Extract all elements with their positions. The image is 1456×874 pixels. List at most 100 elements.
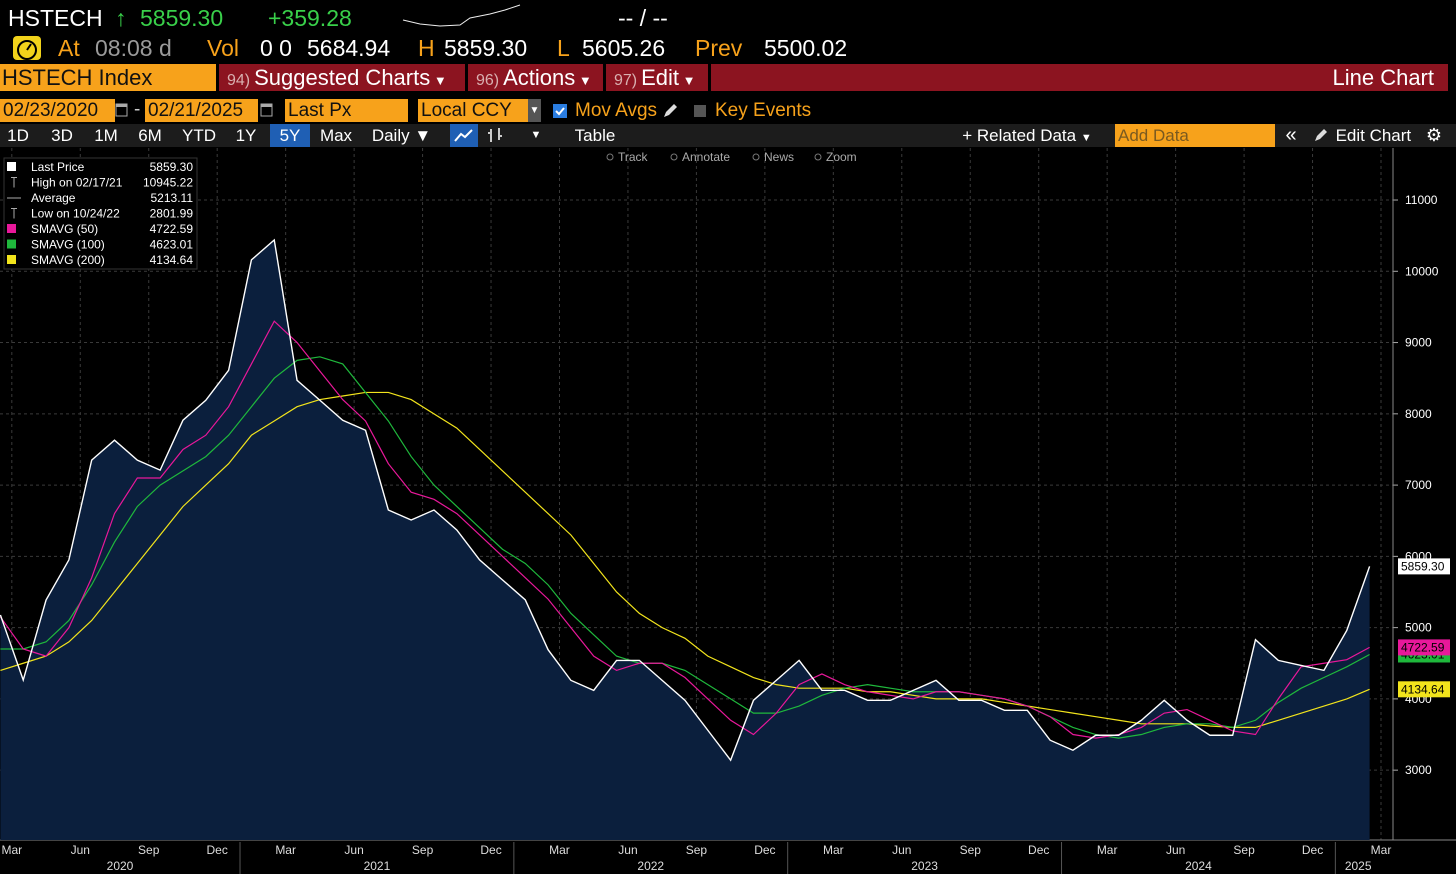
add-data-field[interactable]: Add Data [1115, 124, 1275, 147]
frequency[interactable]: Daily ▼ [371, 126, 432, 145]
y-tick-label: 9000 [1405, 336, 1432, 350]
currency-select[interactable]: Local CCY [418, 99, 528, 122]
x-tick-label: Sep [1233, 843, 1255, 857]
x-group-label: 2025 [1345, 859, 1372, 873]
legend-value: 10945.22 [143, 176, 193, 190]
period-button[interactable]: 1M [94, 126, 118, 145]
legend-swatch [7, 255, 16, 264]
chart-tool: Track [618, 150, 649, 164]
low: 5605.26 [582, 35, 666, 61]
x-tick-label: Mar [549, 843, 570, 857]
settings-icon[interactable]: ⚙ [1425, 125, 1443, 145]
time: 08:08 d [95, 35, 172, 61]
mov-avgs[interactable]: Mov Avgs [575, 100, 658, 121]
chart-type[interactable]: Line Chart [711, 64, 1448, 91]
menu-tab[interactable]: 94) Suggested Charts ▼ [219, 64, 465, 91]
legend-icon [11, 177, 17, 188]
checkbox-checked[interactable] [552, 103, 568, 119]
open: 5684.94 [307, 35, 391, 61]
price-tag-label: 5859.30 [1401, 559, 1445, 573]
legend-label: High on 02/17/21 [31, 176, 123, 190]
y-tick-label: 8000 [1405, 407, 1432, 421]
menu-tab[interactable]: 97) Edit ▼ [606, 64, 708, 91]
price-tag [1398, 639, 1450, 656]
legend-value: 4134.64 [150, 253, 194, 267]
vol-label: Vol [207, 35, 239, 61]
high: 5859.30 [444, 35, 528, 61]
change: +359.28 [268, 5, 352, 31]
table-button[interactable]: Table [574, 126, 616, 145]
line-chart-icon[interactable] [450, 124, 478, 147]
start-date[interactable]: 02/23/2020 [0, 99, 115, 122]
y-tick-label: 5000 [1405, 621, 1432, 635]
collapse-icon[interactable]: « [1285, 124, 1297, 146]
legend: Last Price 5859.30 High on 02/17/21 10945.2… [3, 157, 198, 270]
period-button[interactable]: 1Y [235, 126, 257, 145]
edit-chart-label: Edit Chart [1335, 126, 1412, 145]
bid-ask: -- / -- [618, 5, 668, 31]
legend-label: Average [31, 191, 76, 205]
end-date[interactable]: 02/21/2025 [145, 99, 258, 122]
edit-chart[interactable]: Edit Chart [1308, 124, 1416, 147]
tab-number: 97) [614, 72, 638, 89]
at-label: At [58, 35, 80, 61]
toolbar: Daily ▼ ▼ Table + Related Data ▼ Add Dat… [0, 124, 1456, 147]
legend-value: 5859.30 [150, 160, 194, 174]
edit-icon[interactable] [661, 102, 679, 120]
area [0, 239, 1370, 840]
legend-label: SMAVG (100) [31, 238, 105, 252]
line [0, 356, 1370, 739]
x-tick-label: Mar [823, 843, 844, 857]
x-group-label: 2024 [1185, 859, 1212, 873]
high-label: H [418, 35, 435, 61]
calendar-icon[interactable] [260, 101, 274, 119]
x-group-label: 2020 [107, 859, 134, 873]
x-tick-label: Jun [1166, 843, 1185, 857]
period-button[interactable]: 5Y [270, 124, 310, 147]
last-price: 5859.30 [140, 5, 224, 31]
chart-tool: Zoom [826, 150, 857, 164]
x-tick-label: Jun [344, 843, 363, 857]
legend-icon [11, 208, 17, 219]
dropdown-arrow[interactable]: ▼ [528, 99, 541, 122]
x-tick-label: Dec [1302, 843, 1323, 857]
tab-number: 94) [227, 72, 251, 89]
tool-icon [814, 153, 822, 161]
key-events[interactable]: Key Events [715, 100, 812, 121]
price-tag [1398, 558, 1450, 575]
tab-label: Suggested Charts [254, 65, 431, 90]
calendar-icon[interactable] [115, 101, 129, 119]
y-tick-label: 11000 [1405, 193, 1438, 207]
chart-tool: News [764, 150, 794, 164]
y-tick-label: 10000 [1405, 264, 1439, 278]
legend-label: Last Price [31, 160, 85, 174]
related-label: + Related Data [962, 126, 1077, 145]
x-tick-label: Mar [1097, 843, 1118, 857]
x-tick-label: Dec [207, 843, 228, 857]
x-tick-label: Mar [1, 843, 22, 857]
period-button[interactable]: YTD [182, 126, 216, 145]
period-button[interactable]: 1D [7, 126, 29, 145]
x-tick-label: Jun [892, 843, 911, 857]
frequency-label: Daily [371, 126, 410, 145]
price-tag [1398, 681, 1450, 698]
chart-dropdown[interactable]: ▼ [530, 129, 542, 141]
x-tick-label: Dec [480, 843, 501, 857]
period-button[interactable]: Max [319, 126, 353, 145]
legend-box [3, 157, 198, 270]
checkbox[interactable] [693, 104, 707, 118]
security-field[interactable]: HSTECH Index [0, 64, 216, 91]
prev: 5500.02 [764, 35, 848, 61]
legend-swatch [7, 239, 16, 249]
field-select[interactable]: Last Px [285, 99, 408, 122]
ticker: HSTECH [8, 5, 103, 31]
period-button[interactable]: 6M [138, 126, 162, 145]
y-tick-label: 3000 [1405, 763, 1432, 777]
period-button[interactable]: 3D [51, 126, 73, 145]
related-data[interactable]: + Related Data ▼ [962, 126, 1092, 145]
bar-chart-icon[interactable] [482, 124, 510, 147]
tab-number: 96) [476, 72, 500, 89]
menu-tab[interactable]: 96) Actions ▼ [468, 64, 603, 91]
